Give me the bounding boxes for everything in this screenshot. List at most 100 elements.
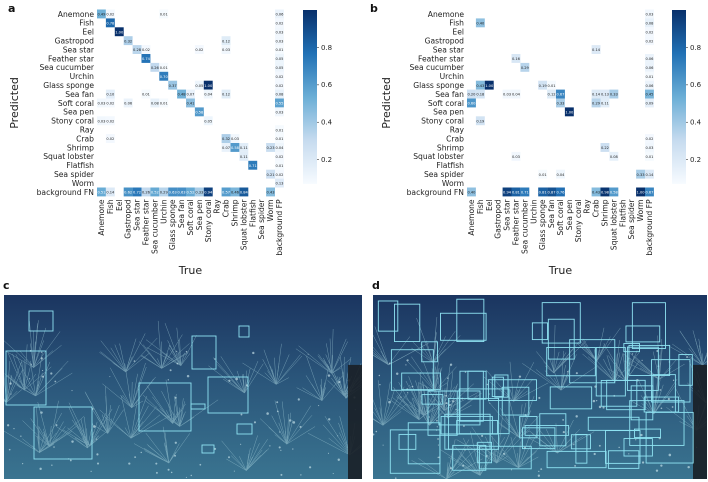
matrix-cell [275,80,284,90]
matrix-cell-value: 0.29 [592,102,601,106]
matrix-cell-value: 0.18 [476,93,485,97]
matrix-cell-value: 0.37 [169,84,177,88]
row-label: Fish [449,19,464,28]
colorbar-tick-label: 0.4 [321,119,333,127]
matrix-cell-value: 0.14 [592,48,601,52]
column-label: Glass sponge [168,199,177,250]
matrix-cell-value: 0.04 [275,146,284,150]
row-label: Urchin [70,72,95,81]
column-label: Worm [636,199,645,221]
detection-box [33,406,93,460]
matrix-cell [194,80,204,90]
row-label: Feather star [418,54,465,63]
detection-boxes [377,298,694,474]
matrix-cell [105,18,115,28]
row-label: Ray [80,125,95,134]
column-label: Squat lobster [609,199,618,251]
matrix-cell [150,187,160,197]
matrix-cell [467,89,476,99]
matrix-cell [275,36,284,46]
row-label: background FN [37,188,94,197]
matrix-cell-value: 0.94 [503,191,512,195]
matrix-cell-value: 0.67 [645,191,653,195]
matrix-cell [645,169,654,179]
matrix-cell [511,151,521,161]
detection-box [377,300,399,332]
detection-box [531,322,548,341]
matrix-cell [645,151,654,161]
matrix-cell-value: 0.03 [512,155,520,159]
row-label: Sea cucumber [39,63,94,72]
detection-box [390,349,434,391]
matrix-cell [203,187,213,197]
row-label: Sea pen [433,108,464,117]
row-label: Gastropod [55,36,95,45]
matrix-cell-value: 0.01 [275,48,283,52]
column-label: Glass sponge [538,199,547,250]
matrix-cell [266,143,275,152]
detection-box [389,429,441,474]
detection-box [595,347,626,397]
matrix-cell-value: 0.43 [267,191,275,195]
detection-box [207,376,249,414]
matrix-cell [275,18,284,28]
detection-box [625,325,661,343]
matrix-cell [645,143,654,152]
matrix-cell [105,89,115,99]
matrix-cell [547,187,556,197]
matrix-cell-value: 0.02 [195,48,203,52]
detection-box [631,302,666,349]
matrix-cell-value: 0.09 [645,102,654,106]
column-labels: Anemone Fish Eel Gastropod Sea star Feather s… [467,199,654,256]
matrix-cell-value: 0.02 [106,102,114,106]
detection-box [236,423,253,435]
row-label: Sea fan [65,90,94,99]
matrix-cell-value: 0.10 [106,93,115,97]
matrix-cell-value: 0.01 [645,155,653,159]
matrix-cell-value: 0.01 [160,102,168,106]
row-label: Crab [76,134,94,143]
matrix-cell-value: 0.06 [124,102,133,106]
detection-box [628,344,671,376]
matrix-cell-value: 0.02 [645,39,653,43]
matrix-cell [609,151,619,161]
matrix-cell [194,45,204,54]
column-label: Sea cucumber [520,199,529,254]
matrix-cell-value: 0.32 [222,137,230,141]
matrix-cell-value: 0.07 [222,146,230,150]
matrix-cell-value: 0.02 [275,21,283,25]
matrix-cell-value: 0.62 [124,191,132,195]
detection-box [494,374,509,398]
matrix-cell-value: 0.04 [204,93,213,97]
row-label: Eel [82,28,94,37]
matrix-cell [645,27,654,37]
column-label: Shrimp [601,199,610,226]
matrix-cell-value: 0.11 [601,102,609,106]
matrix-cell [97,9,106,19]
detection-box [190,403,206,410]
colorbar [672,10,686,184]
row-label: Worm [72,179,94,188]
matrix-cell-value: 0.03 [97,119,105,123]
matrix-cell [556,98,565,108]
colorbar-tick-label: 0.2 [690,156,701,164]
matrix-cell [275,54,284,63]
row-label: Sea star [63,45,95,54]
matrix-cell [645,54,654,63]
matrix-cell [105,116,115,126]
x-axis-title: True [548,264,573,277]
matrix-cell [502,187,512,197]
matrix-cell [275,151,284,161]
column-label: Stony coral [574,199,583,242]
matrix-cell [186,89,195,99]
matrix-cell [484,80,494,90]
matrix-cell [105,9,115,19]
seafloor-photo-c-image [4,295,362,479]
matrix-cell [511,187,521,197]
matrix-cell-value: 0.08 [610,155,619,159]
colorbar-tick-label: 0.8 [321,44,332,52]
matrix-cell [600,187,610,197]
matrix-cell-value: 0.02 [275,75,283,79]
detection-box [634,428,661,438]
detection-box [201,444,215,454]
